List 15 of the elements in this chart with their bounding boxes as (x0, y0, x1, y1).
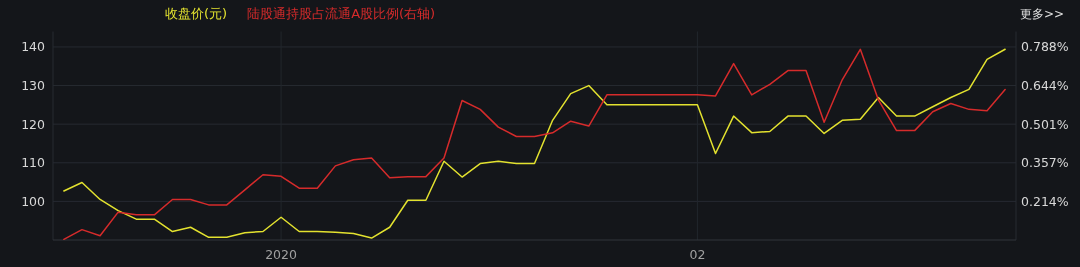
y-tick-label: 110 (21, 155, 46, 171)
y2-tick-label: 0.644% (1021, 78, 1069, 94)
y2-tick-label: 0.501% (1021, 116, 1069, 132)
text: 陆股通持股占流通A股比例(右轴) (247, 6, 436, 21)
x-tick-label: 02 (689, 247, 706, 262)
text: 收盘价(元) (165, 6, 228, 21)
y2-tick-label: 0.788% (1021, 39, 1069, 55)
y2-tick-label: 0.214% (1021, 193, 1069, 209)
text: 更多>> (1019, 7, 1064, 21)
y2-tick-label: 0.357% (1021, 155, 1069, 171)
y-tick-label: 130 (21, 78, 46, 94)
y-tick-label: 100 (21, 193, 46, 209)
y-tick-label: 120 (21, 116, 46, 132)
y-tick-label: 140 (21, 39, 46, 55)
x-tick-label: 2020 (265, 247, 298, 262)
